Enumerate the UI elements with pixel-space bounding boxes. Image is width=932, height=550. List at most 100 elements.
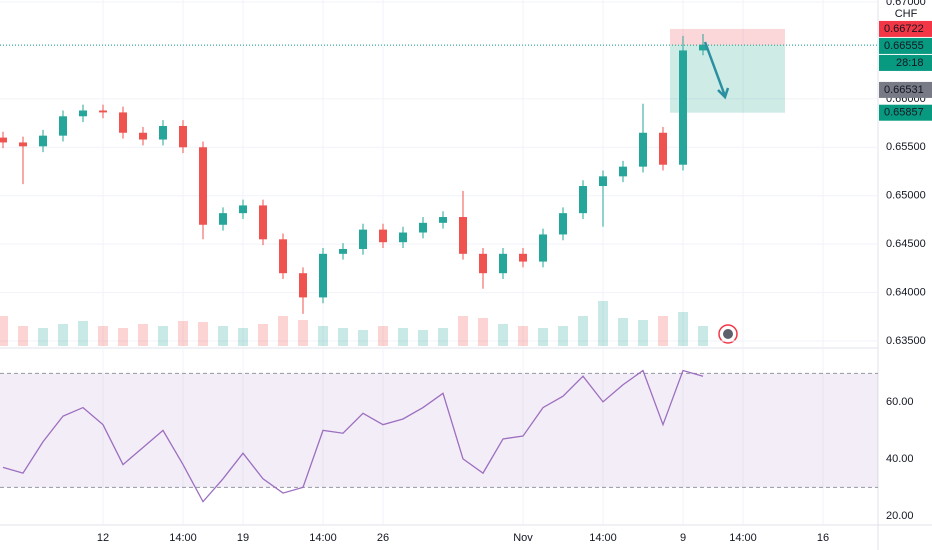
x-tick-label: 14:00 [169, 532, 197, 544]
candle-body [579, 186, 587, 214]
candle-body [19, 142, 27, 147]
candle-body [619, 166, 627, 177]
candle-body [59, 116, 67, 136]
candle-body [359, 229, 367, 249]
y-tick-label: 0.64000 [886, 286, 926, 298]
candle-body [399, 232, 407, 243]
candle-body [679, 50, 687, 165]
x-tick-label: 16 [817, 532, 829, 544]
candle-body [159, 125, 167, 140]
volume-bar [358, 330, 368, 346]
countdown-label: 28:18 [896, 57, 924, 69]
volume-bar [438, 328, 448, 346]
x-tick-label: 14:00 [729, 532, 757, 544]
volume-bar [318, 326, 328, 346]
candle-body [599, 176, 607, 187]
candle-body [319, 253, 327, 298]
volume-bar [458, 316, 468, 346]
candle-body [559, 213, 567, 235]
candle-body [519, 253, 527, 262]
rsi-band [0, 373, 878, 488]
volume-bar [198, 322, 208, 346]
volume-bar [418, 330, 428, 346]
price-tag-label: 0.66531 [884, 84, 924, 96]
volume-bar [218, 326, 228, 346]
candle-body [299, 273, 307, 298]
volume-bar [278, 316, 288, 346]
candle-body [39, 135, 47, 147]
volume-bar [378, 326, 388, 346]
volume-bar [498, 324, 508, 346]
x-tick-label: 9 [680, 532, 686, 544]
price-tag-label: 0.66722 [884, 23, 924, 35]
candle-body [139, 132, 147, 140]
volume-bar [298, 320, 308, 346]
x-tick-label: 14:00 [309, 532, 337, 544]
volume-bar [58, 324, 68, 346]
candle-body [199, 147, 207, 225]
volume-bar [558, 326, 568, 346]
x-tick-label: 19 [237, 532, 249, 544]
candle-body [219, 213, 227, 225]
volume-bar [398, 328, 408, 346]
volume-bar [658, 316, 668, 346]
candle-body [179, 125, 187, 148]
volume-bar [338, 328, 348, 346]
candle-body [379, 229, 387, 243]
volume-bar [698, 326, 708, 346]
volume-bar [478, 318, 488, 346]
y-tick-label: 0.67000 [886, 0, 926, 8]
y-tick-label: 0.64500 [886, 238, 926, 250]
volume-bar [238, 328, 248, 346]
price-tag [879, 20, 932, 37]
candle-body [659, 132, 667, 165]
volume-bar [538, 328, 548, 346]
volume-bar [0, 316, 8, 346]
volume-bar [138, 324, 148, 346]
x-tick-label: Nov [513, 532, 533, 544]
candle-body [499, 253, 507, 274]
price-tag [879, 37, 932, 54]
candle-body [459, 217, 467, 254]
volume-bar [638, 320, 648, 346]
volume-bar [678, 312, 688, 346]
forecast-arrow [703, 41, 730, 100]
volume-bar [158, 326, 168, 346]
volume-bar [578, 316, 588, 346]
price-tag [879, 81, 932, 98]
target-zone [670, 45, 785, 113]
volume-bar [258, 324, 268, 346]
indicator-icon[interactable] [718, 324, 738, 344]
price-tag-label: 0.66555 [884, 40, 924, 52]
volume-bar [98, 326, 108, 346]
price-tag-label: 0.65857 [884, 107, 924, 119]
volume-bar [118, 328, 128, 346]
candle-body [259, 205, 267, 240]
x-tick-label: 14:00 [589, 532, 617, 544]
candle-body [79, 110, 87, 117]
x-tick-label: 26 [377, 532, 389, 544]
y-tick-label: 0.65000 [886, 190, 926, 202]
volume-bar [178, 321, 188, 346]
candle-body [0, 137, 7, 143]
candle-body [699, 44, 707, 51]
y-tick-label: 0.65500 [886, 141, 926, 153]
x-tick-label: 12 [97, 532, 109, 544]
candle-body [119, 112, 127, 133]
candle-body [479, 253, 487, 274]
rsi-tick-label: 20.00 [886, 510, 914, 522]
volume-bar [78, 321, 88, 346]
volume-bar [598, 301, 608, 346]
candle-body [279, 239, 287, 274]
candle-body [439, 217, 447, 223]
candle-body [239, 205, 247, 214]
stop-zone [670, 28, 785, 46]
volume-bar [518, 326, 528, 346]
countdown-tag [879, 54, 932, 71]
candle-body [639, 132, 647, 167]
rsi-line [2, 369, 704, 503]
candle-body [99, 110, 107, 113]
currency-label: CHF [895, 8, 918, 20]
